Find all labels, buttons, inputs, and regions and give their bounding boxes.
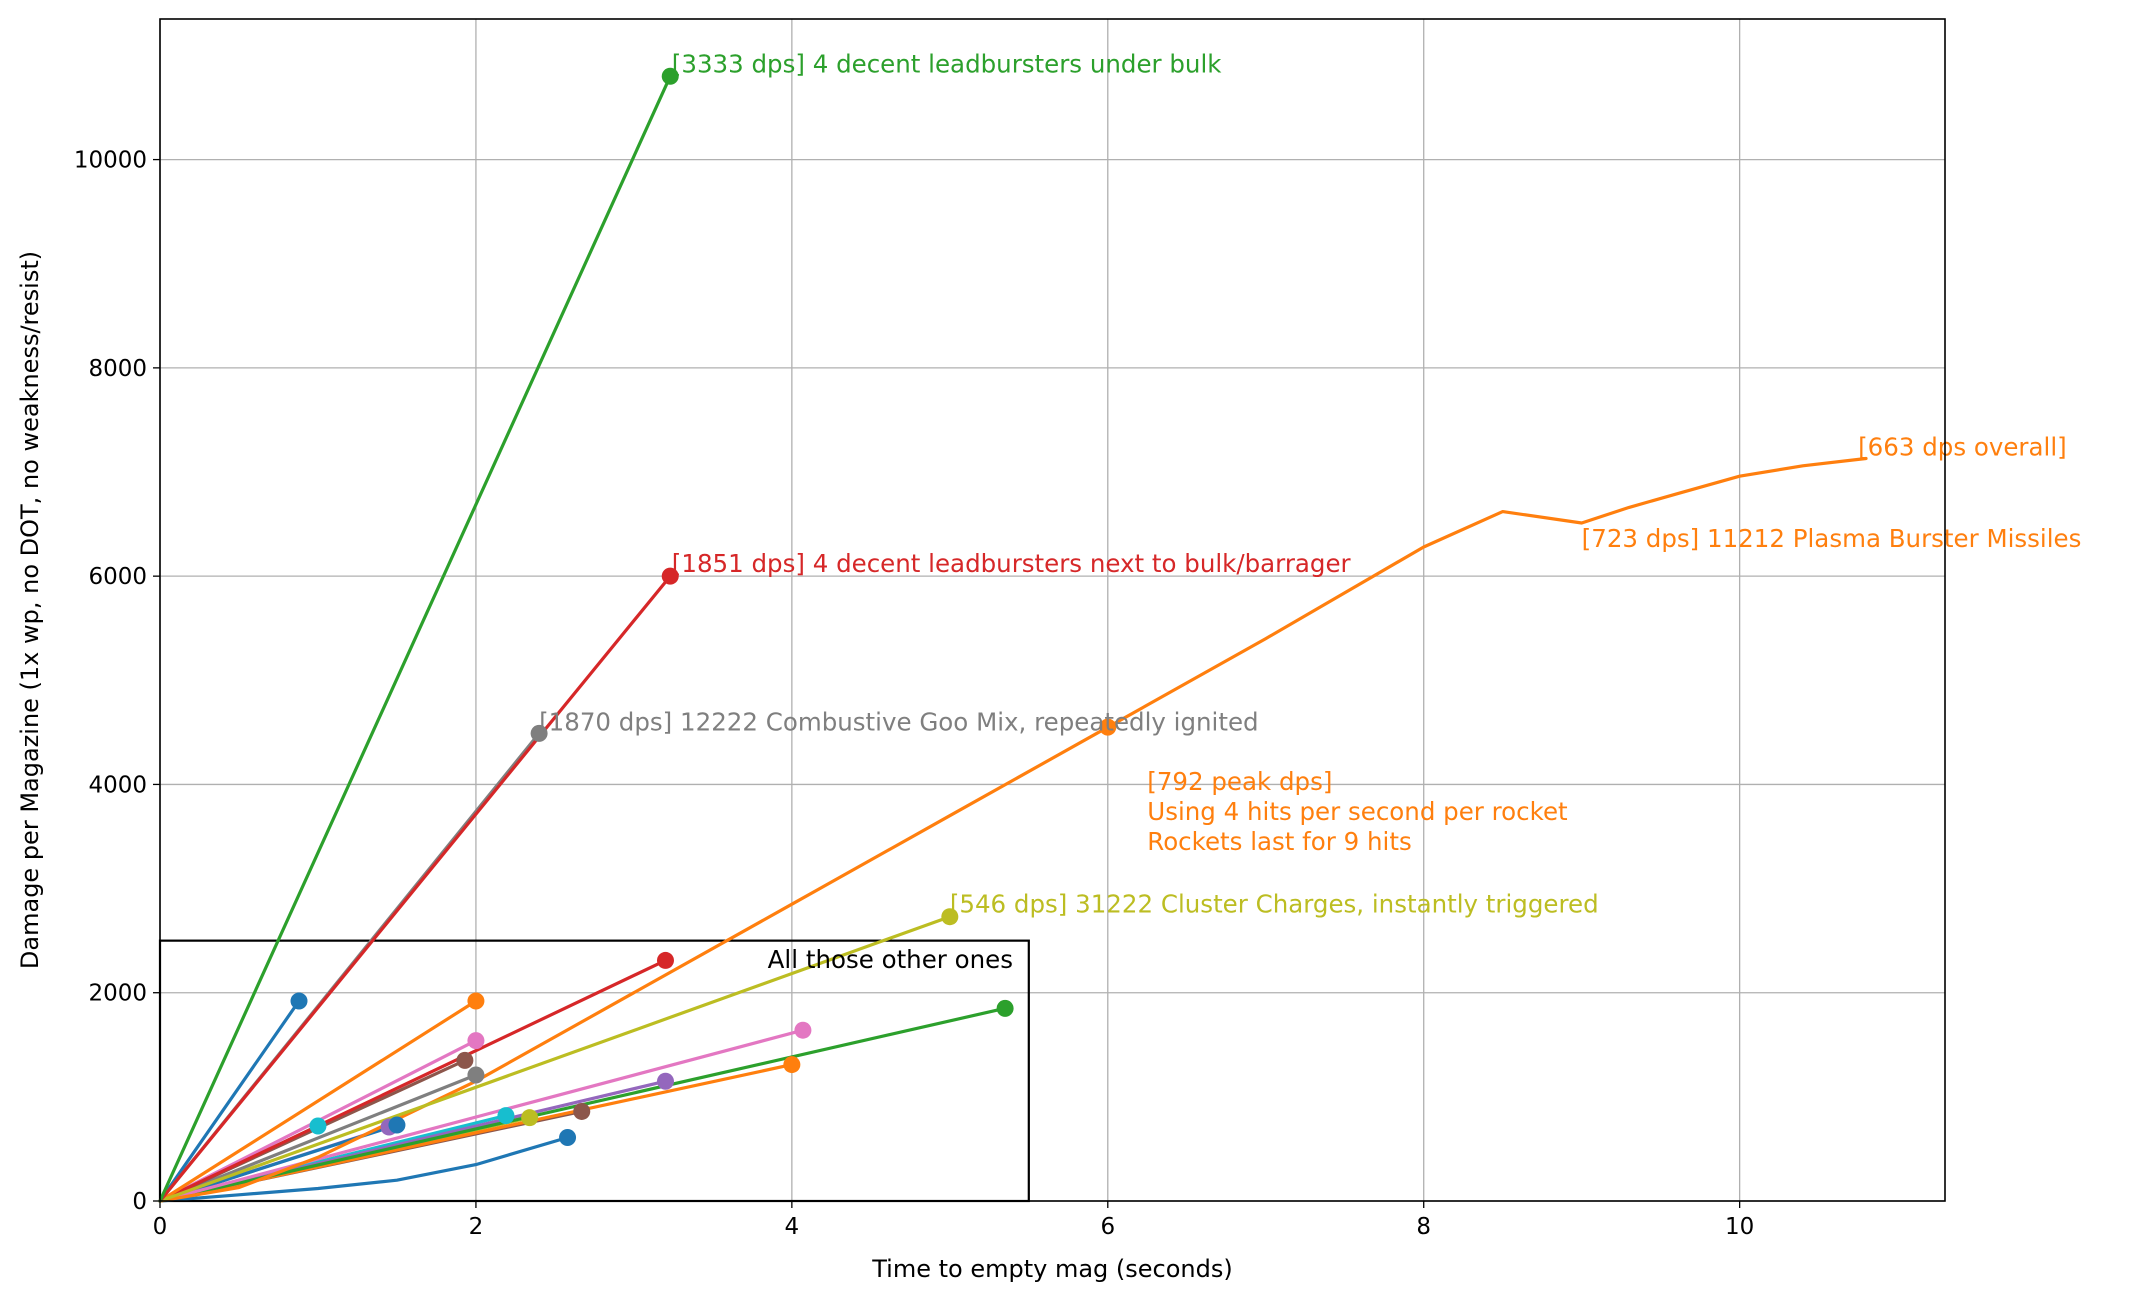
series-point-8 <box>467 1032 485 1050</box>
x-tick-label: 10 <box>1725 1214 1754 1240</box>
series-point-3 <box>941 908 959 926</box>
series-point-21 <box>559 1128 577 1146</box>
series-line-10 <box>158 1073 478 1203</box>
series-line-7 <box>158 958 668 1203</box>
series-point-7 <box>656 951 674 969</box>
annotation-4: [546 dps] 31222 Cluster Charges, instant… <box>950 890 1599 919</box>
annotation-line: [663 dps overall] <box>1858 433 2067 462</box>
series-point-15 <box>573 1102 591 1120</box>
series-line-5 <box>158 999 301 1203</box>
series-line-6 <box>158 999 478 1203</box>
y-tick-label: 4000 <box>88 772 147 798</box>
series-point-12 <box>996 999 1014 1017</box>
y-tick-label: 6000 <box>88 564 147 590</box>
series-line-0 <box>158 74 672 1203</box>
series-point-6 <box>467 992 485 1010</box>
annotation-line: [792 peak dps] <box>1147 767 1332 796</box>
series-point-5 <box>290 992 308 1010</box>
x-axis-label: Time to empty mag (seconds) <box>871 1255 1232 1283</box>
y-axis-label: Damage per Magazine (1x wp, no DOT, no w… <box>16 251 44 969</box>
x-tick-label: 8 <box>1416 1214 1431 1240</box>
annotation-line: [1870 dps] 12222 Combustive Goo Mix, rep… <box>539 707 1258 736</box>
annotation-0: [3333 dps] 4 decent leadbursters under b… <box>672 49 1222 78</box>
annotation-line: Using 4 hits per second per rocket <box>1147 797 1568 826</box>
series-point-10 <box>467 1066 485 1084</box>
series-line-21 <box>158 1135 570 1203</box>
series-line-11 <box>158 1028 805 1203</box>
series-point-17 <box>521 1109 539 1127</box>
x-tick-label: 6 <box>1100 1214 1115 1240</box>
y-tick-label: 10000 <box>74 148 147 174</box>
series-point-14 <box>656 1072 674 1090</box>
series-line-1 <box>158 574 672 1203</box>
annotation-2: [1870 dps] 12222 Combustive Goo Mix, rep… <box>539 707 1258 736</box>
series-point-13 <box>783 1056 801 1074</box>
series-point-9 <box>456 1051 474 1069</box>
series-point-2 <box>530 724 548 742</box>
annotation-6: [723 dps] 11212 Plasma Burster Missiles <box>1582 524 2082 553</box>
series-point-16 <box>497 1107 515 1125</box>
ticks: 0 2 4 6 8 10 0 2000 4000 6000 8000 10000 <box>74 148 1754 1240</box>
plot-frame <box>159 18 1946 1202</box>
series-point-4 <box>1099 718 1117 736</box>
annotation-line: [3333 dps] 4 decent leadbursters under b… <box>672 49 1222 78</box>
annotation-line: [1851 dps] 4 decent leadbursters next to… <box>672 549 1352 578</box>
annotation-1: [1851 dps] 4 decent leadbursters next to… <box>672 549 1352 578</box>
series-line-3 <box>158 915 952 1203</box>
y-tick-label: 0 <box>132 1189 147 1215</box>
annotation-line: [723 dps] 11212 Plasma Burster Missiles <box>1582 524 2082 553</box>
x-tick-label: 4 <box>785 1214 800 1240</box>
annotation-3: [792 peak dps] Using 4 hits per second pe… <box>1147 767 1568 856</box>
series-point-0 <box>661 67 679 85</box>
series-point-11 <box>794 1021 812 1039</box>
y-tick-label: 2000 <box>88 981 147 1007</box>
series-point-1 <box>661 567 679 585</box>
annotation-line: [546 dps] 31222 Cluster Charges, instant… <box>950 890 1599 919</box>
x-tick-label: 0 <box>153 1214 168 1240</box>
annotation-7: All those other ones <box>768 945 1013 974</box>
marker-layer <box>290 67 1117 1146</box>
y-tick-label: 8000 <box>88 356 147 382</box>
annotation-line: All those other ones <box>768 945 1013 974</box>
annotation-layer: [3333 dps] 4 decent leadbursters under b… <box>539 49 2081 974</box>
x-tick-label: 2 <box>469 1214 484 1240</box>
series-point-18 <box>388 1116 406 1134</box>
series-point-20 <box>309 1117 327 1135</box>
annotation-5: [663 dps overall] <box>1858 433 2067 462</box>
annotation-line: Rockets last for 9 hits <box>1147 827 1411 856</box>
